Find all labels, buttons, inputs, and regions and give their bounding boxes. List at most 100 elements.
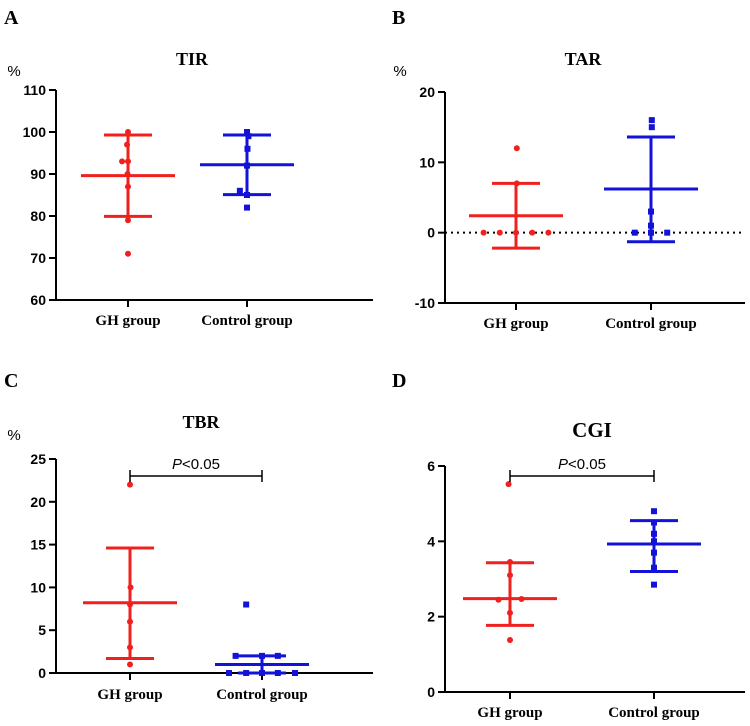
data-point bbox=[125, 217, 131, 224]
y-tick-label: 6 bbox=[427, 458, 435, 474]
y-tick-label: 4 bbox=[427, 533, 435, 549]
panel-b-title: TAR bbox=[565, 49, 603, 69]
data-point bbox=[244, 204, 250, 211]
panel-d: D CGI 0 2 4 6 GH group Control group P<0.05 bbox=[392, 370, 745, 721]
data-point bbox=[125, 129, 131, 135]
y-tick-label: 15 bbox=[30, 537, 46, 553]
data-point bbox=[651, 508, 657, 515]
p-symbol: P bbox=[172, 456, 182, 473]
panel-c: C TBR % 0 5 10 15 20 25 GH group Control group P… bbox=[4, 370, 373, 703]
data-point bbox=[651, 564, 657, 571]
data-point bbox=[243, 670, 250, 676]
data-point bbox=[651, 549, 657, 556]
y-tick-label: 20 bbox=[30, 494, 46, 510]
y-tick-label: 70 bbox=[30, 250, 46, 266]
panel-a-title: TIR bbox=[176, 49, 209, 69]
x-category-label: Control group bbox=[605, 316, 697, 332]
data-point bbox=[505, 481, 512, 488]
data-point bbox=[244, 162, 250, 169]
p-value-label: P<0.05 bbox=[558, 456, 606, 473]
data-point bbox=[513, 180, 520, 187]
series-gh-group bbox=[81, 129, 175, 257]
data-point bbox=[127, 618, 133, 625]
y-tick-label: 2 bbox=[427, 609, 435, 625]
data-point bbox=[648, 117, 655, 124]
p-threshold: <0.05 bbox=[568, 456, 606, 473]
data-point bbox=[274, 652, 281, 659]
data-point bbox=[125, 183, 131, 190]
data-point bbox=[518, 595, 525, 602]
data-point bbox=[127, 661, 133, 668]
y-tick-label: 100 bbox=[23, 124, 47, 140]
data-point bbox=[513, 145, 520, 152]
x-category-label: GH group bbox=[95, 313, 160, 329]
data-point bbox=[651, 538, 657, 545]
panel-c-title: TBR bbox=[182, 412, 220, 432]
panel-a-plot: 60 70 80 90 100 110 GH group Control group bbox=[23, 82, 373, 329]
data-point bbox=[513, 229, 519, 236]
data-point bbox=[127, 481, 133, 488]
data-point bbox=[648, 229, 654, 236]
panel-a: A TIR % 60 70 80 90 100 110 GH group Control gr… bbox=[4, 7, 373, 329]
x-category-label: GH group bbox=[97, 687, 162, 703]
data-point bbox=[648, 208, 654, 215]
p-threshold: <0.05 bbox=[182, 456, 220, 473]
panel-d-plot: 0 2 4 6 GH group Control group P<0.05 bbox=[427, 456, 745, 721]
x-category-label: Control group bbox=[201, 313, 293, 329]
data-point bbox=[507, 637, 513, 644]
series-gh-group bbox=[469, 145, 563, 250]
data-point bbox=[119, 158, 126, 165]
data-point bbox=[631, 229, 638, 236]
data-point bbox=[495, 596, 502, 603]
data-point bbox=[243, 601, 250, 608]
series-control-group bbox=[604, 117, 698, 244]
data-point bbox=[507, 609, 513, 616]
significance-bracket: P<0.05 bbox=[509, 456, 655, 482]
panel-b-plot: -10 0 10 20 GH group Control group bbox=[415, 84, 745, 332]
p-symbol: P bbox=[558, 456, 568, 473]
x-category-label: GH group bbox=[477, 705, 542, 721]
panel-c-label: C bbox=[4, 370, 18, 392]
significance-bracket: P<0.05 bbox=[129, 456, 263, 482]
data-point bbox=[648, 222, 654, 229]
series-gh-group bbox=[463, 481, 557, 644]
data-point bbox=[127, 644, 133, 651]
data-point bbox=[274, 670, 281, 676]
data-point bbox=[480, 229, 487, 236]
data-point bbox=[124, 171, 131, 177]
data-point bbox=[651, 519, 657, 526]
y-tick-label: 0 bbox=[427, 225, 435, 241]
data-point bbox=[127, 601, 133, 608]
x-category-label: Control group bbox=[216, 687, 308, 703]
panel-c-unit: % bbox=[7, 427, 20, 444]
data-point bbox=[125, 158, 131, 165]
data-point bbox=[245, 133, 252, 140]
y-tick-label: 0 bbox=[38, 665, 46, 681]
series-control-group bbox=[215, 601, 309, 676]
data-point bbox=[226, 670, 232, 676]
panel-c-plot: 0 5 10 15 20 25 GH group Control group P<0.05 bbox=[30, 451, 373, 703]
data-point bbox=[496, 229, 503, 236]
data-point bbox=[529, 229, 536, 236]
data-point bbox=[244, 129, 250, 135]
y-tick-label: 5 bbox=[38, 622, 46, 638]
y-tick-label: 60 bbox=[30, 292, 46, 308]
data-point bbox=[236, 187, 243, 194]
panel-b: B TAR % -10 0 10 20 GH group Control group bbox=[392, 7, 745, 332]
data-point bbox=[124, 141, 131, 148]
panel-d-label: D bbox=[392, 370, 406, 392]
data-point bbox=[125, 250, 131, 257]
series-control-group bbox=[200, 129, 294, 211]
y-tick-label: 10 bbox=[30, 579, 46, 595]
data-point bbox=[545, 229, 552, 236]
panel-d-title: CGI bbox=[572, 418, 612, 442]
data-point bbox=[292, 670, 298, 676]
data-point bbox=[127, 584, 134, 591]
data-point bbox=[259, 670, 265, 676]
p-value-label: P<0.05 bbox=[172, 456, 220, 473]
data-point bbox=[507, 559, 513, 566]
series-gh-group bbox=[83, 481, 177, 668]
series-control-group bbox=[607, 508, 701, 588]
y-tick-label: 110 bbox=[23, 82, 46, 98]
